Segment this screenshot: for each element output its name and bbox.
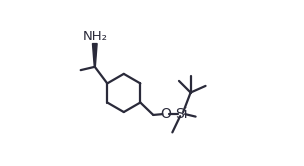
Text: O: O — [160, 107, 171, 121]
Text: NH₂: NH₂ — [82, 30, 107, 43]
Text: Si: Si — [175, 107, 188, 121]
Polygon shape — [92, 44, 97, 67]
